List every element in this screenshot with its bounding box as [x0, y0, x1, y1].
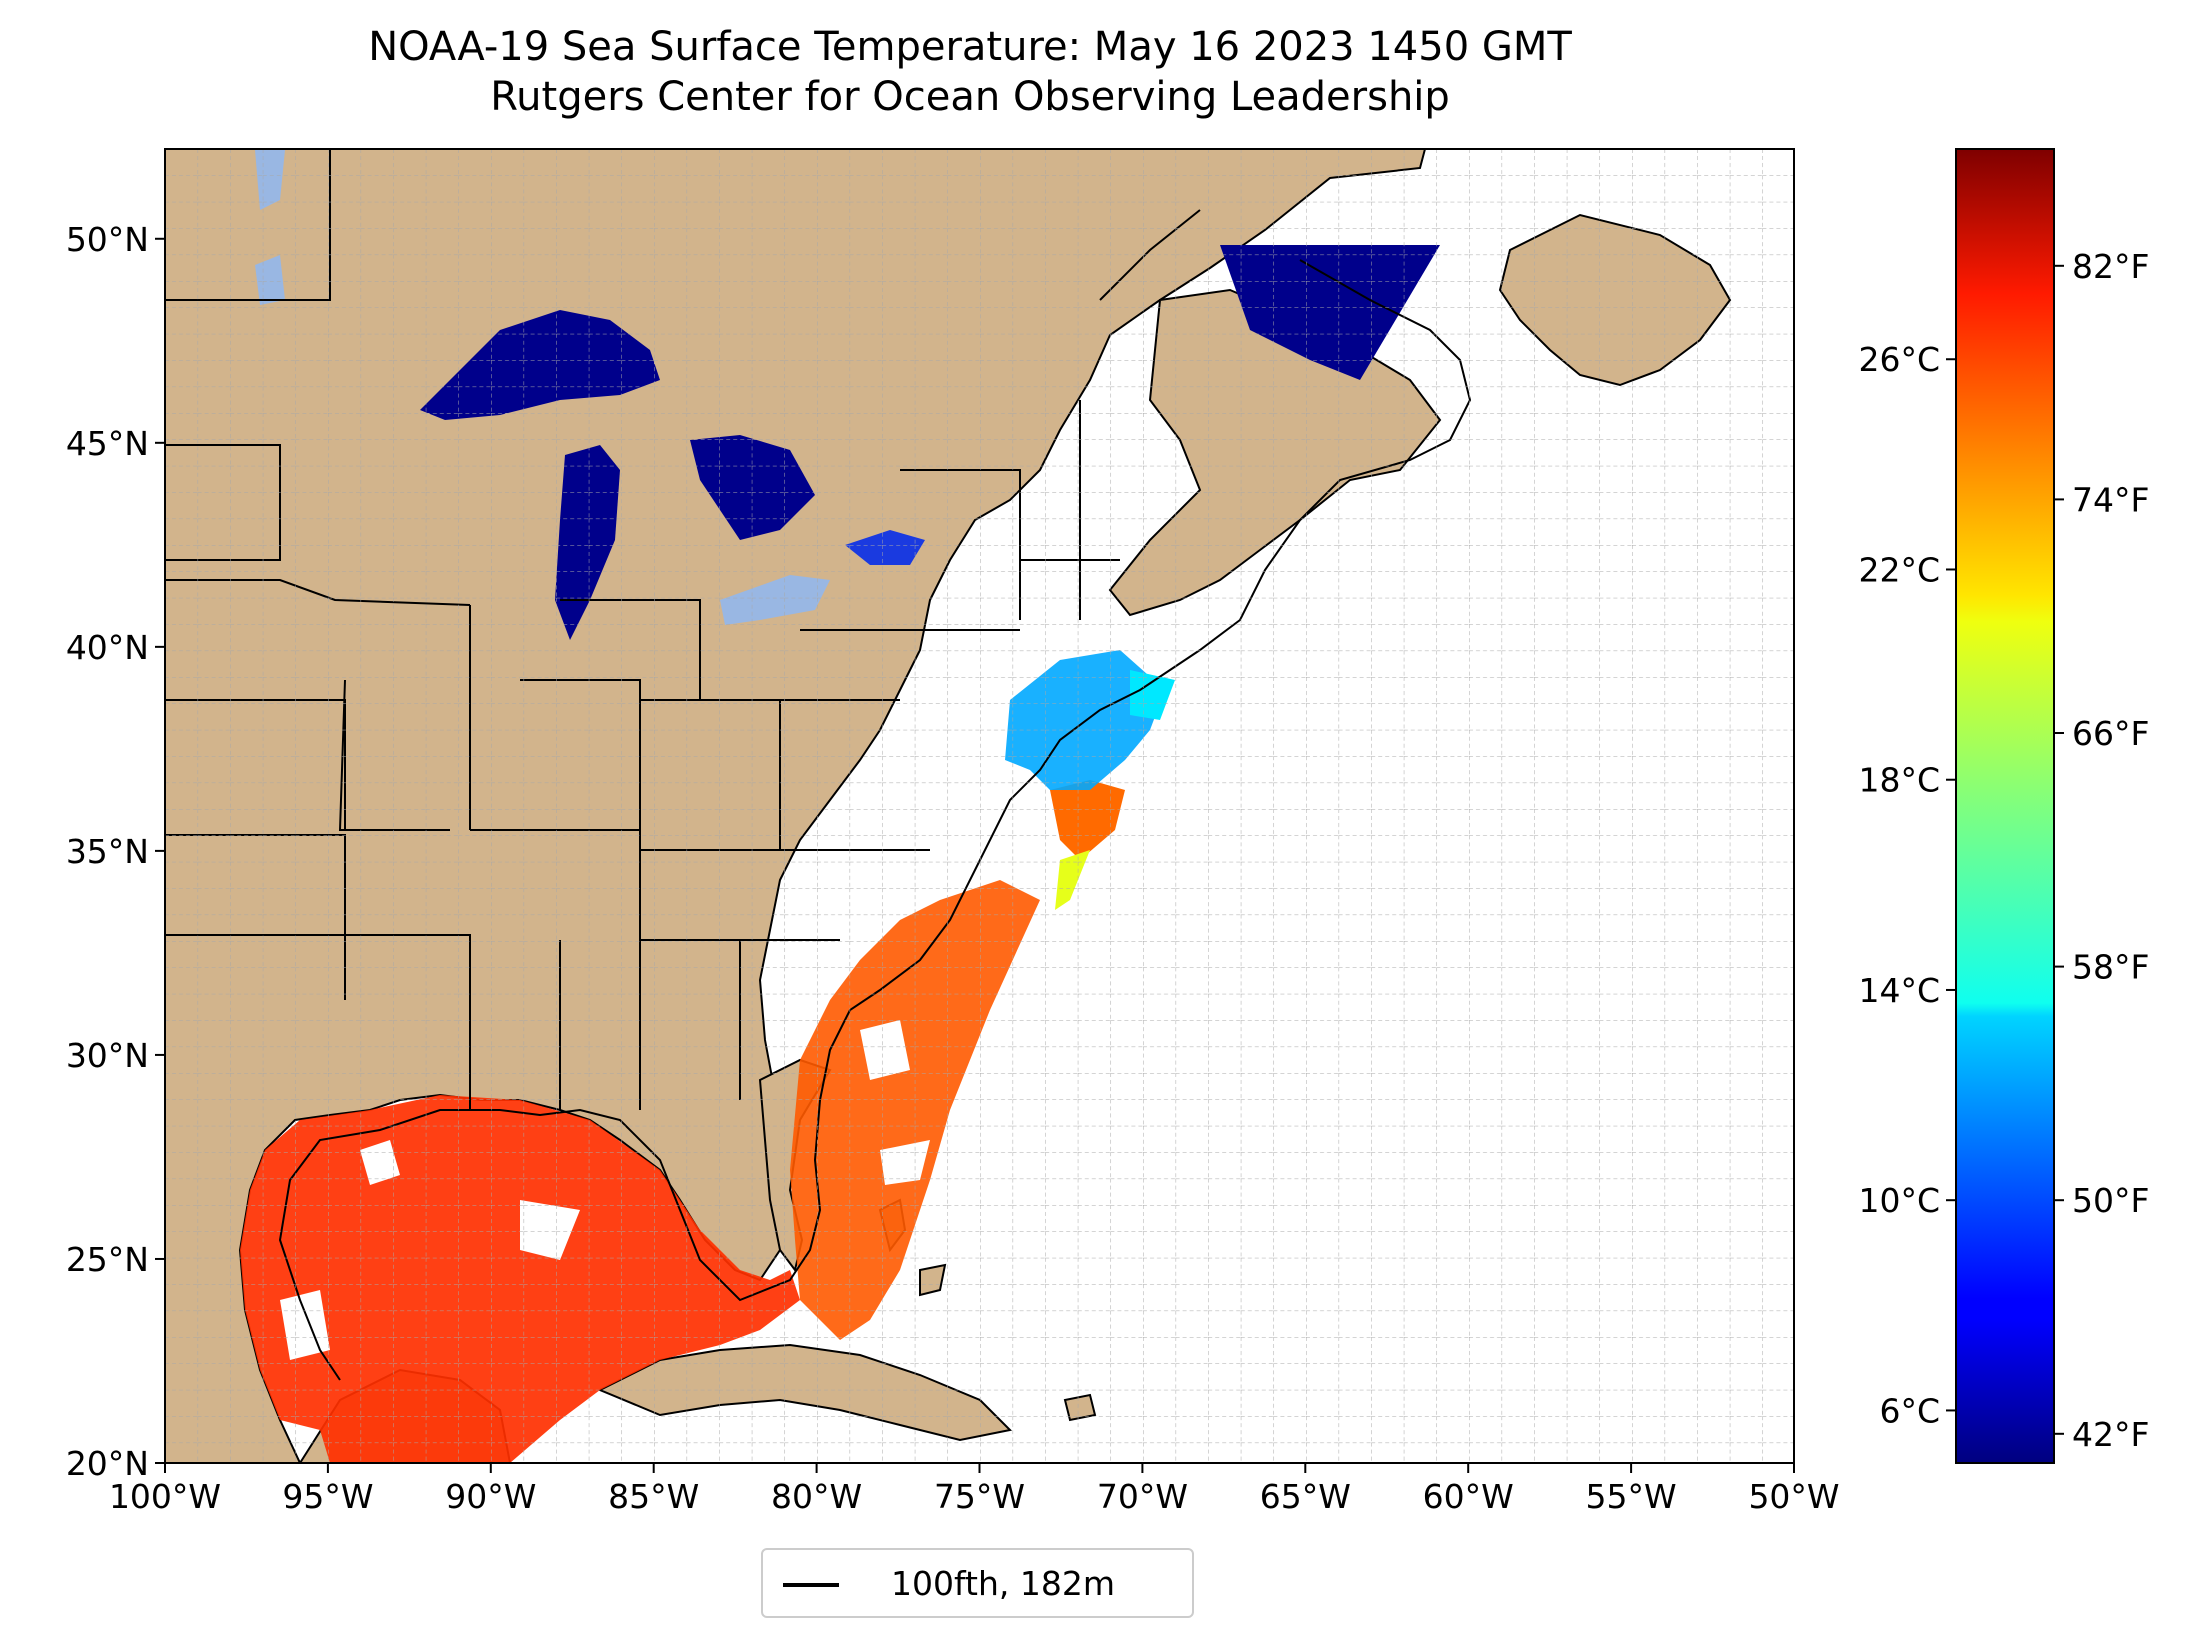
celsius-tick-label: 14°C	[1858, 971, 1940, 1010]
colorbar: 6°C 10°C 14°C 18°C 22°C 26°C 42°F 50°F 58°F 66°F…	[1858, 148, 2149, 1464]
lon-tick-label: 60°W	[1423, 1477, 1514, 1516]
lat-tick-label: 50°N	[66, 220, 149, 259]
lat-tick-label: 45°N	[66, 424, 149, 463]
lon-tick-label: 90°W	[445, 1477, 536, 1516]
fahrenheit-tick-label: 66°F	[2072, 714, 2149, 753]
colorbar-celsius-axis: 6°C 10°C 14°C 18°C 22°C 26°C	[1858, 340, 1956, 1430]
fahrenheit-tick-label: 82°F	[2072, 247, 2149, 286]
map-title: NOAA-19 Sea Surface Temperature: May 16 …	[0, 22, 1940, 122]
lon-tick-label: 75°W	[934, 1477, 1025, 1516]
celsius-tick-label: 18°C	[1858, 761, 1940, 800]
lon-tick-label: 100°W	[109, 1477, 221, 1516]
lon-tick-label: 55°W	[1586, 1477, 1677, 1516]
map-legend: 100fth, 182m	[761, 1548, 1194, 1618]
fahrenheit-tick-label: 58°F	[2072, 948, 2149, 987]
legend-swatch-isobath	[783, 1583, 839, 1587]
lon-tick-label: 95°W	[282, 1477, 373, 1516]
celsius-tick-label: 22°C	[1858, 550, 1940, 589]
lon-tick-label: 80°W	[771, 1477, 862, 1516]
lat-tick-label: 25°N	[66, 1240, 149, 1279]
lat-tick-label: 35°N	[66, 832, 149, 871]
title-line-2: Rutgers Center for Ocean Observing Leade…	[490, 74, 1450, 120]
lon-tick-label: 50°W	[1748, 1477, 1839, 1516]
colorbar-gradient	[1955, 148, 2055, 1464]
title-line-1: NOAA-19 Sea Surface Temperature: May 16 …	[368, 24, 1572, 70]
celsius-tick-label: 26°C	[1858, 340, 1940, 379]
fahrenheit-tick-label: 74°F	[2072, 480, 2149, 519]
lat-tick-label: 30°N	[66, 1036, 149, 1075]
fahrenheit-tick-label: 50°F	[2072, 1181, 2149, 1220]
celsius-tick-label: 10°C	[1858, 1181, 1940, 1220]
legend-label-isobath: 100fth, 182m	[891, 1564, 1115, 1603]
colorbar-fahrenheit-axis: 42°F 50°F 58°F 66°F 74°F 82°F	[2054, 247, 2149, 1454]
lon-tick-label: 65°W	[1260, 1477, 1351, 1516]
lon-tick-label: 85°W	[608, 1477, 699, 1516]
map-area	[165, 149, 1794, 1463]
latitude-axis: 20°N 25°N 30°N 35°N 40°N 45°N 50°N	[66, 220, 165, 1483]
longitude-axis: 100°W 95°W 90°W 85°W 80°W 75°W 70°W 65°W 60°W 55°…	[109, 1463, 1840, 1516]
celsius-tick-label: 6°C	[1879, 1391, 1940, 1430]
lon-tick-label: 70°W	[1097, 1477, 1188, 1516]
fahrenheit-tick-label: 42°F	[2072, 1415, 2149, 1454]
lat-tick-label: 40°N	[66, 628, 149, 667]
gridlines	[165, 149, 1794, 1463]
lat-tick-label: 20°N	[66, 1444, 149, 1483]
